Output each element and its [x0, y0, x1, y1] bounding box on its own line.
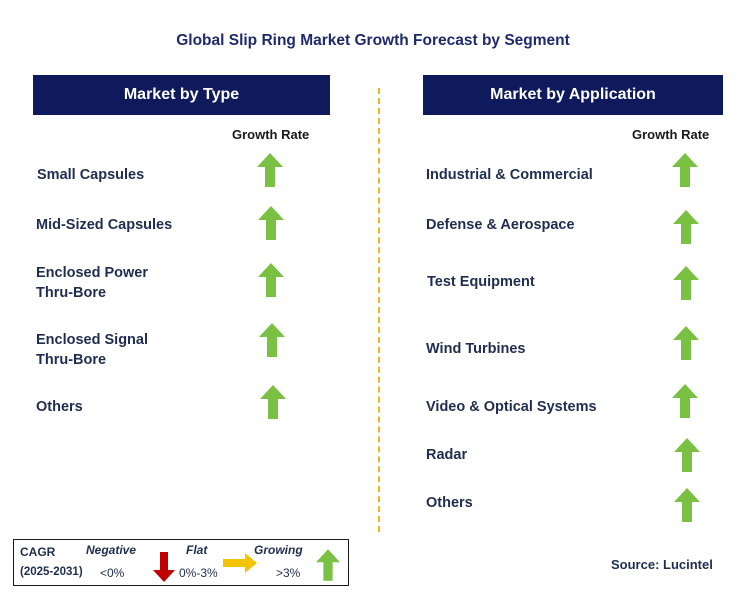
growing-arrow-icon: [258, 263, 284, 297]
legend-period: (2025-2031): [20, 566, 83, 578]
application-row-label-test-equipment: Test Equipment: [427, 274, 535, 290]
type-row-label-line1: Small Capsules: [37, 167, 145, 183]
type-growth-rate-label: Growth Rate: [232, 127, 310, 142]
type-row-label-line1: Mid-Sized Capsules: [36, 217, 173, 233]
page-title: Global Slip Ring Market Growth Forecast …: [176, 32, 570, 49]
application-row-label-video-optical: Video & Optical Systems: [426, 399, 597, 415]
type-row-label-line1: Enclosed Power: [36, 265, 149, 281]
type-row-label-mid-sized-capsules: Mid-Sized Capsules: [36, 215, 226, 235]
application-row-label-industrial-commercial: Industrial & Commercial: [426, 167, 593, 183]
growing-arrow-icon: [259, 323, 285, 357]
type-row-label-small-capsules: Small Capsules: [37, 165, 227, 185]
application-growth-rate-label: Growth Rate: [632, 127, 710, 142]
legend-negative-label: Negative: [86, 543, 137, 557]
growing-arrow-icon: [673, 266, 699, 300]
application-panel-header-label: Market by Application: [490, 86, 656, 103]
growing-arrow-icon: [257, 153, 283, 187]
panel-divider: [378, 88, 380, 532]
legend-cagr-label: CAGR: [20, 545, 56, 559]
legend-flat-label: Flat: [186, 543, 208, 557]
growing-arrow-icon: [672, 384, 698, 418]
type-row-label-line2: Thru-Bore: [36, 285, 107, 301]
type-row-label-others: Others: [36, 397, 226, 417]
legend-growing-label: Growing: [254, 543, 303, 557]
growing-arrow-icon: [673, 210, 699, 244]
growing-arrow-icon: [674, 488, 700, 522]
type-panel-header-label: Market by Type: [123, 86, 240, 103]
legend-negative-range: <0%: [100, 566, 125, 580]
type-panel-header: Market by Type: [33, 75, 330, 115]
type-row-label-line1: Others: [36, 399, 83, 415]
flat-arrow-icon: [223, 553, 257, 573]
application-panel-header: Market by Application: [423, 75, 723, 115]
growing-arrow-icon: [672, 153, 698, 187]
growing-arrow-icon: [673, 326, 699, 360]
legend-growing-range: >3%: [276, 566, 301, 580]
application-row-label-others: Others: [426, 495, 473, 511]
negative-arrow-icon: [153, 552, 175, 582]
application-row-label-defense-aerospace: Defense & Aerospace: [426, 217, 575, 233]
type-row-label-enclosed-signal: Enclosed Signal Thru-Bore: [36, 330, 226, 370]
source-note: Source: Lucintel: [611, 557, 713, 572]
growing-arrow-icon: [258, 206, 284, 240]
type-row-label-line1: Enclosed Signal: [36, 332, 148, 348]
growing-arrow-icon: [316, 549, 340, 581]
growing-arrow-icon: [674, 438, 700, 472]
legend-flat-range: 0%-3%: [179, 566, 218, 580]
application-row-label-radar: Radar: [426, 447, 468, 463]
type-row-label-enclosed-power: Enclosed Power Thru-Bore: [36, 263, 226, 303]
application-row-label-wind-turbines: Wind Turbines: [426, 341, 526, 357]
type-row-label-line2: Thru-Bore: [36, 352, 107, 368]
cagr-legend: CAGR (2025-2031) Negative <0% Flat 0%-3%…: [13, 539, 349, 586]
growing-arrow-icon: [260, 385, 286, 419]
